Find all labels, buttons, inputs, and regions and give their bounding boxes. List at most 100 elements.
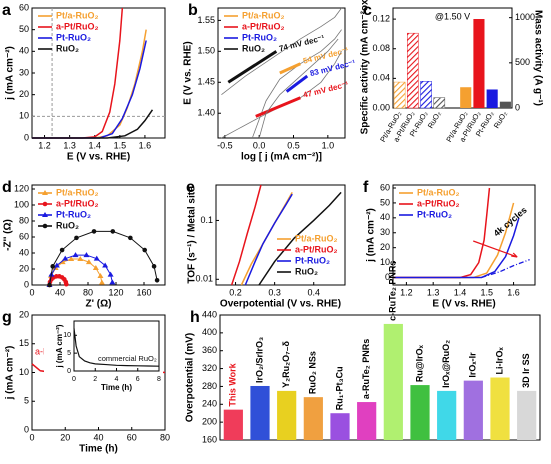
plot-frame [392, 184, 536, 286]
marker [68, 256, 75, 261]
marker [91, 229, 97, 234]
bar [499, 101, 511, 108]
annotation: @1.50 V [435, 11, 470, 21]
data-line [49, 258, 103, 286]
legend-label: Pt-RuO₂ [56, 209, 91, 219]
bar [486, 89, 498, 108]
y-axis-title: j (mA cm⁻²) [55, 324, 64, 368]
y-tick-label: 10 [19, 367, 29, 377]
marker [107, 271, 114, 277]
y-tick-label: 160 [202, 434, 217, 444]
x-tick-label: 1.6 [139, 140, 152, 150]
panel-label: h [190, 309, 200, 326]
panel-label: a [2, 2, 11, 19]
bar-label: This Work [228, 362, 238, 406]
y-tick-label: 0.01 [195, 274, 213, 284]
y-axis-title: TOF (s⁻¹) / Metal site [187, 186, 198, 284]
y-tick-label: 40 [19, 46, 29, 56]
y2-tick-label: 0 [515, 102, 520, 112]
data-line [244, 193, 293, 286]
y-tick-label: 280 [202, 381, 217, 391]
x-tick-label: 1.4 [88, 140, 101, 150]
legend-label: Pt/a-RuO₂ [417, 187, 460, 197]
legend-label: RuO₂ [295, 266, 318, 276]
bar [330, 413, 350, 440]
slope-label: 47 mV dec⁻¹ [302, 80, 350, 100]
inset-background [44, 317, 163, 393]
data-line [393, 217, 520, 279]
data-line [227, 50, 278, 84]
y-tick-label: 0.00 [372, 102, 390, 112]
y-tick-label: 320 [202, 363, 217, 373]
bar [420, 81, 432, 109]
x-axis-title: E (V vs. RHE) [432, 299, 495, 310]
x-tick-label: 6 [136, 376, 140, 383]
y-axis-title: j (mA cm⁻²) [5, 46, 16, 101]
y-tick-label: 10 [19, 111, 29, 121]
marker [64, 281, 69, 287]
legend-label: a-Pt/RuO₂ [295, 244, 338, 254]
y-tick-label: 440 [202, 309, 217, 319]
bar [517, 390, 537, 440]
bar-label: RuO₂ NSs [308, 351, 318, 394]
y-tick-label: 5 [24, 396, 29, 406]
x-tick-label: -0.5 [217, 140, 233, 150]
y2-tick-label: 1000 [515, 12, 535, 22]
bar [303, 397, 323, 440]
legend-label: RuO₂ [242, 43, 265, 53]
y-tick-label: 60 [19, 231, 29, 241]
plot-frame [217, 7, 346, 139]
marker [59, 247, 65, 253]
y-tick-label: 0.1 [200, 215, 213, 225]
bar [393, 81, 406, 109]
marker [98, 279, 105, 285]
x-tick-label: 0.2 [229, 287, 242, 297]
x-tick-label: 80 [160, 432, 170, 442]
plot-frame [219, 314, 541, 441]
y-tick-label: 400 [202, 327, 217, 337]
x-tick-label: 1.4 [454, 287, 467, 297]
x-tick-label: 8 [157, 376, 161, 383]
legend-label: a-Pt/RuO₂ [417, 198, 460, 208]
bar-label: IrOₓ-Ir [468, 352, 478, 378]
y2-tick-label: 500 [515, 57, 530, 67]
plot-frame [392, 7, 513, 109]
bar [410, 385, 430, 440]
marker [77, 256, 84, 261]
panel-label: b [188, 2, 198, 19]
marker [85, 259, 92, 265]
x-tick-label: 1.3 [63, 140, 76, 150]
bar-label: Y₂Ru₂O₇₋δ [281, 341, 291, 388]
marker [42, 223, 48, 229]
legend-label: Pt/a-RuO₂ [242, 10, 285, 20]
data-line [32, 109, 154, 139]
x-tick-label: 0 [72, 376, 76, 383]
legend-label: Pt-RuO₂ [295, 255, 330, 265]
data-line [32, 40, 147, 139]
legend-label: a-Pt/RuO₂ [56, 198, 99, 208]
y-tick-label: 200 [202, 417, 217, 427]
x-tick-label: 1.5 [481, 287, 494, 297]
x-tick-label: 1.5 [114, 140, 127, 150]
marker [154, 277, 160, 283]
marker [93, 255, 100, 261]
x-axis-title: E (V vs. RHE) [67, 152, 130, 163]
marker [72, 252, 79, 258]
y-axis-title: Specific activity (mA cm⁻²oxide) [360, 0, 371, 134]
annotation: 4k cycles [492, 205, 529, 238]
slope-label: 74 mV dec⁻¹ [278, 33, 326, 53]
y-tick-label: 80 [19, 215, 29, 225]
x-tick-label: 120 [108, 287, 123, 297]
data-line [49, 254, 113, 286]
marker [42, 190, 48, 195]
x-axis-title: Overpotential (V vs. RHE) [220, 299, 341, 310]
bar [250, 385, 270, 440]
x-tick-label: 160 [136, 287, 151, 297]
marker [83, 252, 90, 258]
y-tick-label: 15 [19, 338, 29, 348]
x-tick-label: 0.0 [253, 140, 266, 150]
data-line [285, 74, 309, 93]
data-line [221, 7, 342, 95]
bar [223, 409, 243, 440]
x-tick-label: 1.2 [38, 140, 51, 150]
